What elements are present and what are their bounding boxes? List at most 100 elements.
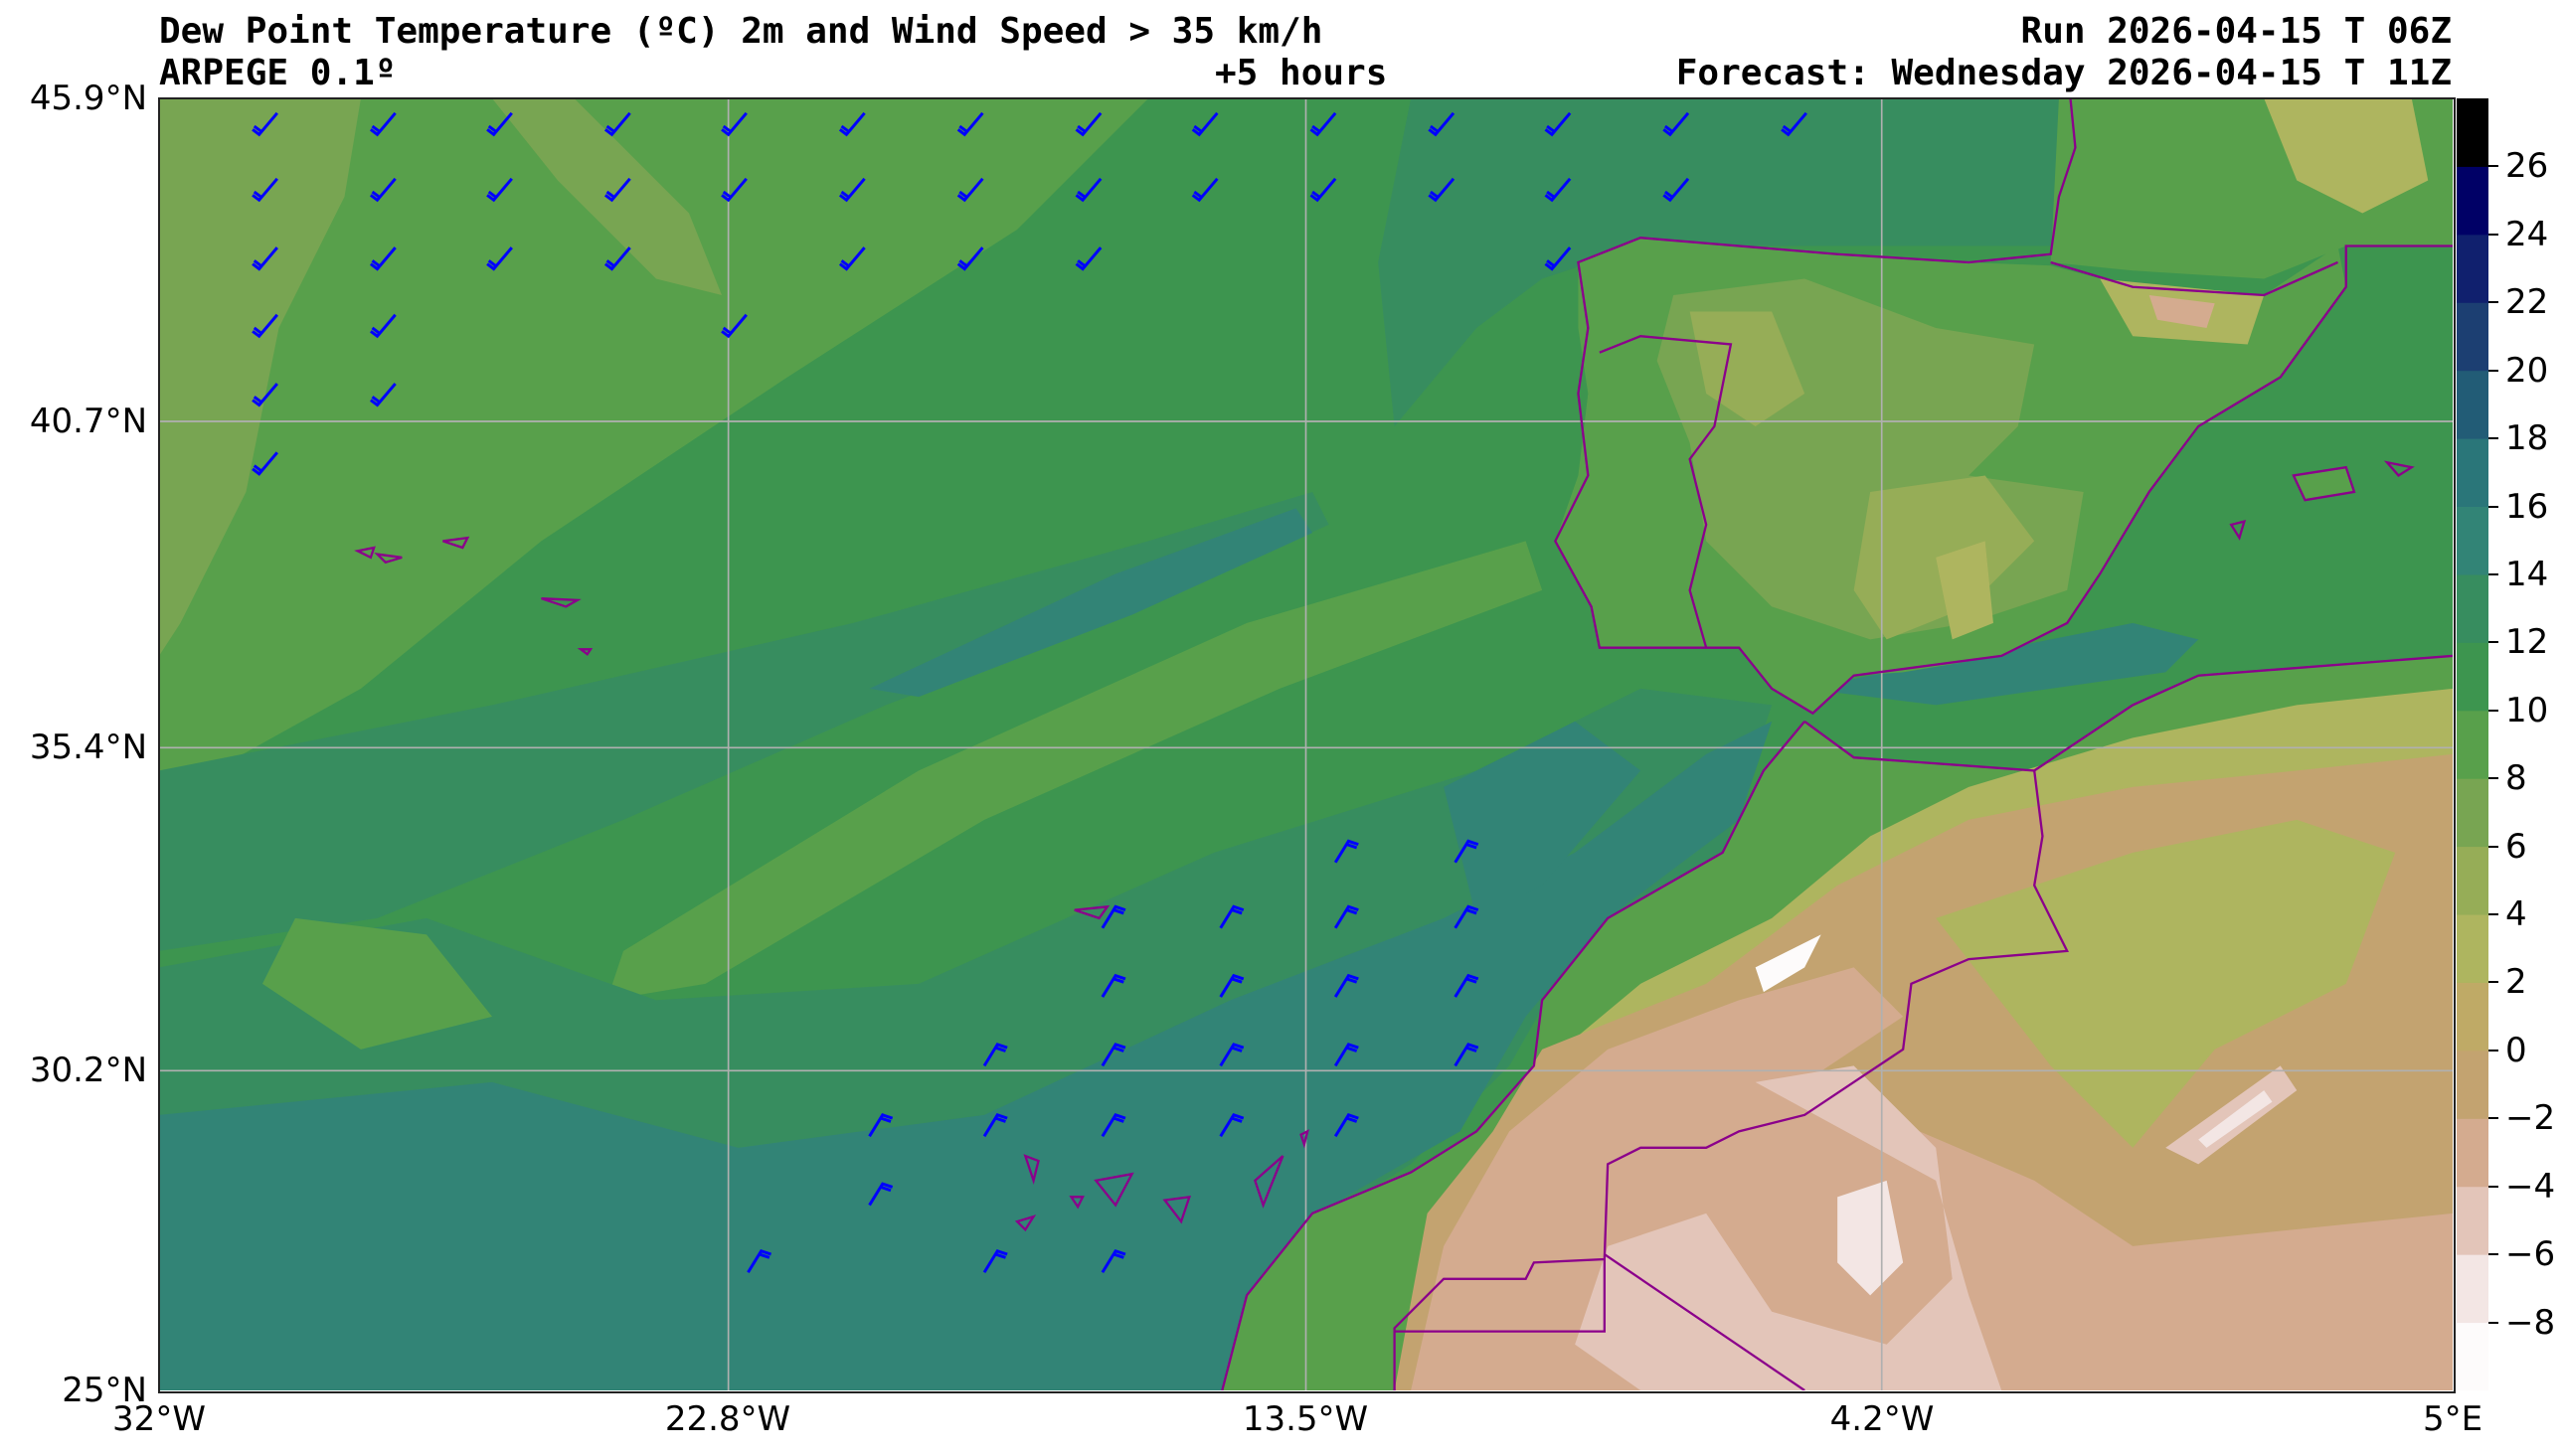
lead-time-label: +5 hours	[1215, 53, 1388, 93]
colorbar-tick-label: 12	[2505, 622, 2549, 663]
wind-barb-icon	[868, 1113, 894, 1138]
wind-barb-icon	[1662, 177, 1690, 203]
wind-barb-icon	[1333, 1113, 1359, 1138]
colorbar-tick	[2488, 1185, 2498, 1188]
colorbar-bin	[2457, 234, 2488, 303]
wind-barb-icon	[1781, 111, 1807, 137]
colorbar-bin	[2457, 778, 2488, 848]
wind-barb-icon	[603, 177, 631, 203]
colorbar-bin	[2457, 98, 2488, 167]
dew-point-map	[159, 98, 2453, 1390]
wind-barb-icon	[1454, 1043, 1479, 1067]
colorbar-tick-label: −2	[2505, 1098, 2556, 1139]
lon-label: 22.8°W	[664, 1399, 791, 1439]
wind-barb-icon	[252, 111, 278, 137]
wind-barb-icon	[369, 111, 397, 137]
colorbar-tick	[2488, 1321, 2498, 1324]
wind-barb-icon	[1191, 177, 1219, 203]
colorbar-tick-label: 16	[2505, 486, 2549, 527]
wind-barb-icon	[982, 1043, 1008, 1067]
colorbar-tick-label: 20	[2505, 350, 2549, 391]
colorbar-bin	[2457, 1186, 2488, 1255]
lat-label: 30.2°N	[29, 1051, 147, 1090]
model-label: ARPEGE 0.1º	[159, 53, 397, 93]
colorbar-bin	[2457, 914, 2488, 983]
colorbar-tick	[2488, 233, 2498, 236]
wind-barb-icon	[252, 246, 278, 271]
wind-barb-icon	[1333, 904, 1359, 929]
colorbar-tick	[2488, 777, 2498, 780]
wind-barb-icon	[956, 111, 984, 137]
colorbar-tick-label: −6	[2505, 1234, 2556, 1275]
wind-barb-icon	[1662, 111, 1690, 137]
lon-label: 32°W	[112, 1399, 206, 1439]
colorbar-bin	[2457, 166, 2488, 236]
wind-barb-icon	[721, 111, 748, 137]
colorbar-tick-label: 0	[2505, 1030, 2527, 1070]
wind-barb-icon	[486, 177, 513, 203]
wind-barb-icon	[1219, 973, 1245, 998]
colorbar-tick-label: 6	[2505, 826, 2527, 867]
wind-barb-icon	[369, 383, 397, 407]
wind-barb-icon	[1101, 1113, 1126, 1138]
wind-barb-icon	[1219, 1113, 1245, 1138]
wind-barb-icon	[1333, 973, 1359, 998]
wind-barb-icon	[1101, 1248, 1126, 1273]
wind-barb-icon	[868, 1182, 894, 1207]
wind-barb-icon	[1454, 973, 1479, 998]
colorbar-tick-label: 26	[2505, 146, 2549, 187]
colorbar-tick-label: 14	[2505, 554, 2549, 594]
colorbar-bin	[2457, 302, 2488, 372]
colorbar-tick	[2488, 709, 2498, 712]
colorbar-bin	[2457, 710, 2488, 779]
wind-barb-icon	[1219, 904, 1245, 929]
wind-barb-icon	[982, 1113, 1008, 1138]
wind-barb-icon	[486, 246, 513, 271]
wind-barb-icon	[1101, 904, 1126, 929]
wind-barb-icon	[838, 111, 866, 137]
wind-barbs	[252, 111, 1807, 1273]
colorbar-tick	[2488, 845, 2498, 848]
lon-label: 5°E	[2422, 1399, 2483, 1439]
colorbar-bin	[2457, 982, 2488, 1052]
colorbar-bin	[2457, 1118, 2488, 1188]
lon-label: 4.2°W	[1829, 1399, 1935, 1439]
run-label: Run 2026-04-15 T 06Z	[2020, 11, 2452, 52]
wind-barb-icon	[369, 246, 397, 271]
wind-barb-icon	[1333, 839, 1359, 864]
wind-barb-icon	[1075, 246, 1103, 271]
lat-label: 35.4°N	[29, 728, 147, 767]
colorbar	[2457, 98, 2488, 1390]
wind-barb-icon	[1454, 904, 1479, 929]
wind-barb-icon	[1101, 973, 1126, 998]
wind-barb-icon	[956, 177, 984, 203]
colorbar-tick	[2488, 505, 2498, 508]
colorbar-tick-label: −8	[2505, 1302, 2556, 1343]
forecast-label: Forecast: Wednesday 2026-04-15 T 11Z	[1675, 53, 2452, 93]
wind-barb-icon	[369, 313, 397, 339]
wind-barb-icon	[252, 451, 278, 476]
colorbar-bin	[2457, 846, 2488, 915]
colorbar-bin	[2457, 1050, 2488, 1119]
wind-barb-icon	[1544, 246, 1572, 271]
wind-barb-icon	[252, 177, 278, 203]
colorbar-tick-label: 2	[2505, 962, 2527, 1003]
wind-barb-icon	[1219, 1043, 1245, 1067]
colorbar-tick-label: 18	[2505, 418, 2549, 459]
colorbar-bin	[2457, 573, 2488, 643]
colorbar-bin	[2457, 370, 2488, 439]
wind-barb-icon	[1101, 1043, 1126, 1067]
wind-barb-icon	[369, 177, 397, 203]
colorbar-bin	[2457, 1254, 2488, 1324]
colorbar-tick	[2488, 369, 2498, 372]
coastlines-borders	[354, 98, 2453, 1390]
colorbar-tick-label: 10	[2505, 690, 2549, 730]
wind-barb-icon	[721, 177, 748, 203]
colorbar-tick-label: 22	[2505, 282, 2549, 323]
wind-barb-icon	[747, 1248, 771, 1273]
wind-barb-icon	[1191, 111, 1219, 137]
wind-barb-icon	[721, 313, 748, 339]
colorbar-bin	[2457, 438, 2488, 508]
colorbar-tick	[2488, 641, 2498, 644]
lat-label: 40.7°N	[29, 402, 147, 441]
